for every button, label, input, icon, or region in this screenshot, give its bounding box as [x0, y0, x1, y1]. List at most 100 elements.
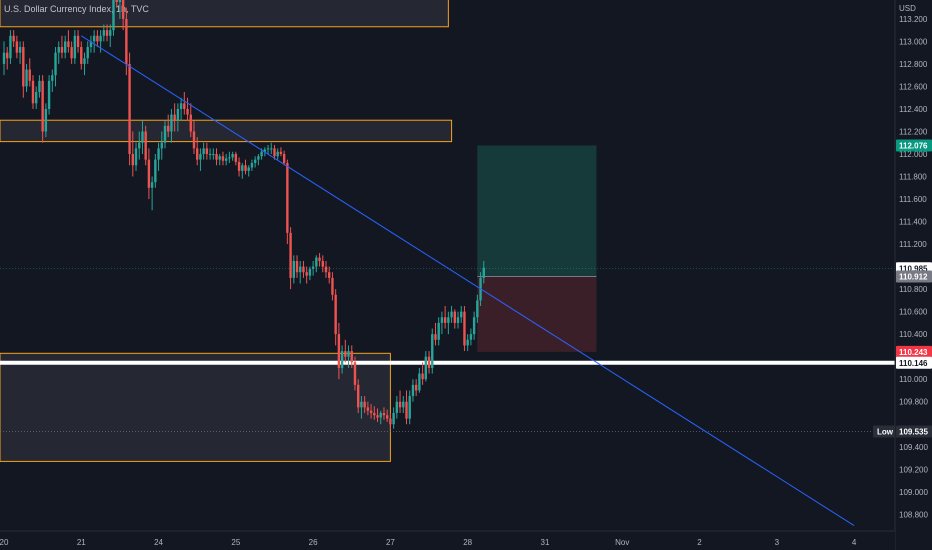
- candle-body: [385, 415, 389, 419]
- candle-body: [408, 396, 411, 419]
- candle-body: [366, 407, 370, 411]
- candle-body: [9, 35, 12, 59]
- candle-body: [109, 30, 112, 36]
- candle-body: [138, 142, 141, 149]
- price-tick-label: 111.800: [899, 173, 927, 182]
- candle-body: [231, 154, 234, 158]
- candle-body: [276, 151, 279, 157]
- candle-body: [205, 148, 209, 154]
- candles-layer: [2, 0, 485, 430]
- candle-body: [402, 401, 405, 408]
- candle-body: [99, 35, 102, 42]
- candle-body: [376, 415, 379, 418]
- candle-body: [244, 165, 247, 171]
- candle-body: [112, 0, 115, 31]
- candle-body: [295, 260, 299, 273]
- candle-body: [476, 300, 479, 318]
- time-tick-label: 2: [697, 538, 702, 547]
- price-tag-label: 109.535: [899, 428, 928, 437]
- time-tick-label: 24: [154, 538, 163, 547]
- low-tag-label: Low: [877, 428, 894, 437]
- candle-body: [266, 148, 270, 150]
- candle-body: [54, 52, 57, 76]
- time-tick-label: 27: [386, 538, 395, 547]
- trendline-layer: [81, 35, 855, 527]
- candle-body: [253, 159, 257, 164]
- candle-body: [460, 311, 463, 318]
- candle-body: [456, 317, 460, 323]
- candle-body: [163, 125, 167, 143]
- candle-body: [41, 80, 44, 132]
- price-tick-label: 109.400: [899, 443, 928, 452]
- candle-body: [18, 47, 22, 53]
- price-tag-label: 110.146: [899, 359, 928, 368]
- candle-body: [299, 266, 302, 273]
- candle-body: [324, 266, 328, 273]
- candle-body: [398, 401, 402, 408]
- candle-body: [424, 356, 428, 380]
- candle-body: [208, 154, 212, 155]
- price-tag-label: 110.243: [899, 348, 928, 357]
- time-tick-label: 21: [77, 538, 86, 547]
- candle-body: [186, 108, 189, 115]
- candle-body: [463, 311, 466, 346]
- candle-body: [350, 351, 353, 363]
- candle-body: [44, 108, 48, 132]
- price-tag: [896, 345, 932, 358]
- candle-body: [183, 103, 186, 109]
- candle-body: [215, 154, 218, 160]
- time-tick-label: 4: [852, 538, 857, 547]
- candle-body: [176, 108, 180, 121]
- candle-body: [318, 257, 321, 261]
- time-tick-label: 28: [463, 538, 472, 547]
- candle-body: [57, 47, 60, 53]
- candle-body: [395, 401, 399, 413]
- candle-body: [38, 80, 41, 93]
- price-tick-label: 113.000: [899, 37, 928, 46]
- price-tick-label: 112.600: [899, 82, 928, 91]
- position-layer: [477, 145, 597, 352]
- candle-body: [357, 384, 360, 408]
- candle-body: [260, 151, 263, 157]
- candle-body: [167, 125, 170, 132]
- candle-body: [369, 410, 373, 413]
- price-axis: USD 113.200 113.000 112.800 112.600 112.400 11…: [873, 0, 932, 550]
- candle-body: [224, 158, 228, 161]
- candle-body: [337, 334, 341, 368]
- candle-body: [6, 52, 9, 59]
- candle-body: [286, 163, 289, 233]
- candle-body: [237, 161, 241, 171]
- candle-body: [125, 18, 128, 64]
- currency-label: USD: [899, 4, 916, 13]
- candle-body: [22, 47, 25, 87]
- candle-body: [83, 58, 86, 64]
- candle-body: [321, 260, 324, 267]
- candle-body: [447, 317, 450, 323]
- price-tag: [896, 270, 932, 283]
- candle-body: [421, 373, 424, 380]
- candle-body: [273, 148, 276, 157]
- price-tick-label: 110.400: [899, 330, 928, 339]
- candle-body: [379, 412, 382, 418]
- candle-body: [63, 41, 67, 53]
- candle-body: [144, 131, 147, 160]
- low-tag: [873, 425, 895, 438]
- candle-body: [192, 131, 196, 149]
- candle-body: [363, 401, 366, 408]
- price-tick-label: 112.400: [899, 105, 928, 114]
- candle-body: [250, 163, 254, 168]
- candle-body: [31, 80, 35, 104]
- price-tick-label: 111.600: [899, 195, 927, 204]
- candle-body: [241, 165, 244, 171]
- candle-body: [340, 351, 344, 368]
- candle-body: [47, 80, 51, 109]
- candle-body: [170, 114, 173, 132]
- candle-body: [482, 267, 485, 278]
- candle-body: [92, 35, 96, 42]
- target-zone: [477, 145, 597, 277]
- candle-body: [147, 159, 151, 188]
- time-tick-label: 20: [0, 538, 9, 547]
- candle-body: [173, 114, 176, 121]
- price-tick-label: 109.800: [899, 398, 928, 407]
